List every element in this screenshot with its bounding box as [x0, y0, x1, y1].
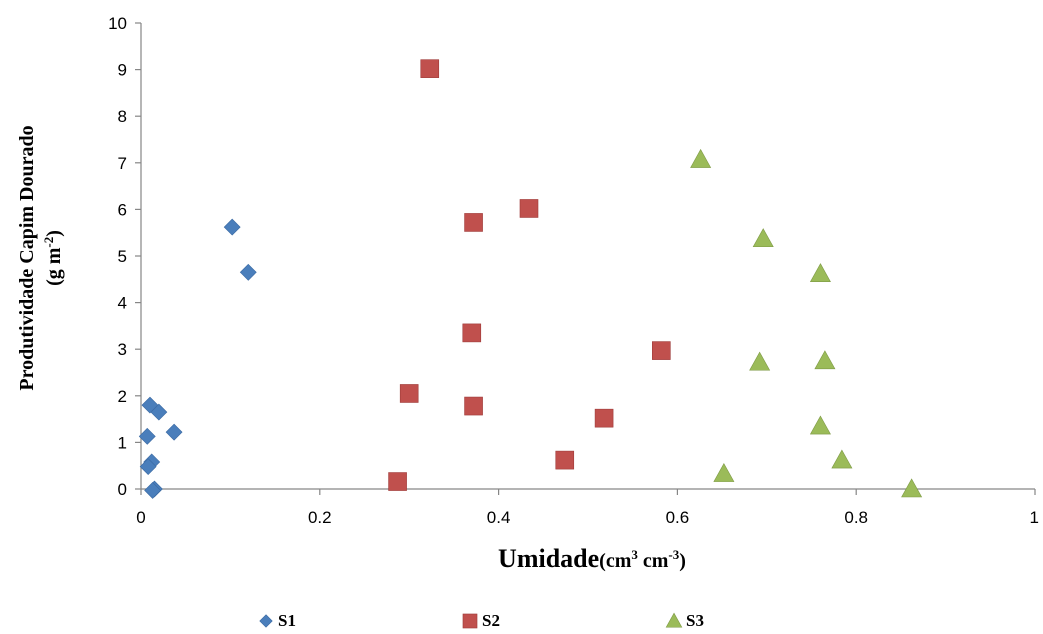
- data-point-s3: [809, 415, 831, 435]
- legend-item-s3: S3: [665, 611, 704, 630]
- legend: S1 S2 S3: [259, 611, 704, 630]
- y-tick-label: 3: [118, 340, 127, 359]
- x-tick-label: 0.2: [308, 508, 332, 527]
- y-axis-unit-prefix: (g m: [43, 247, 65, 286]
- y-tick-label: 9: [118, 61, 127, 80]
- data-point-s3: [690, 148, 712, 168]
- data-point-s2: [399, 384, 419, 403]
- data-point-s3: [814, 350, 836, 370]
- series-s2: [388, 59, 671, 491]
- y-tick-label: 5: [118, 247, 127, 266]
- x-tick-label: 0.4: [487, 508, 511, 527]
- data-point-s2: [519, 199, 539, 218]
- x-axis-unit-prefix: (cm: [599, 550, 632, 572]
- x-axis-unit-sup2: -3: [668, 547, 679, 562]
- data-point-s2: [462, 323, 482, 343]
- data-point-s1: [144, 481, 162, 499]
- y-tick-label: 2: [118, 387, 127, 406]
- data-point-s1: [150, 403, 168, 421]
- x-axis-title: Umidade(cm3 cm-3): [498, 544, 686, 573]
- data-point-s2: [388, 472, 407, 491]
- data-point-s1: [138, 427, 156, 445]
- data-point-s2: [420, 59, 440, 78]
- x-axis-title-main: Umidade: [498, 544, 599, 573]
- plot-area: 0 1 2 3 4 5 6 7 8 9 10 0 0.2 0.4 0.6 0.8 1: [108, 14, 1039, 527]
- y-tick-label: 6: [118, 200, 127, 219]
- data-point-s3: [713, 463, 735, 482]
- x-axis-unit-suffix: ): [679, 550, 686, 572]
- data-point-s2: [464, 213, 483, 232]
- y-tick-label: 0: [118, 480, 127, 499]
- x-axis-unit-mid: cm: [638, 550, 669, 572]
- x-tick-label: 0.8: [844, 508, 868, 527]
- data-point-s3: [752, 228, 774, 248]
- y-tick-label: 1: [118, 433, 127, 452]
- data-point-s2: [652, 341, 671, 360]
- data-point-s2: [464, 396, 483, 416]
- y-tick-label: 7: [118, 154, 127, 173]
- data-point-s1: [223, 218, 241, 236]
- data-point-s3: [901, 478, 923, 498]
- legend-label-s3: S3: [686, 611, 704, 630]
- legend-marker-s3: [665, 612, 683, 628]
- y-axis-unit-suffix: ): [43, 230, 65, 237]
- legend-label-s2: S2: [482, 611, 500, 630]
- data-point-s3: [749, 351, 771, 371]
- series-s3: [690, 148, 923, 498]
- x-axis-unit-sup1: 3: [631, 547, 638, 562]
- data-point-s1: [239, 263, 257, 281]
- x-tick-label: 0.6: [666, 508, 690, 527]
- data-point-s1: [165, 423, 183, 441]
- data-point-s3: [831, 449, 853, 469]
- y-axis-title: Produtividade Capim Dourado (g m-2): [16, 125, 65, 390]
- data-point-s2: [594, 408, 614, 428]
- data-point-s1: [139, 458, 157, 476]
- x-tick-label: 0: [136, 508, 145, 527]
- y-axis-title-line2: (g m-2): [41, 230, 65, 286]
- legend-item-s2: S2: [462, 611, 500, 630]
- data-point-s2: [555, 450, 575, 470]
- data-point-s3: [809, 263, 831, 283]
- legend-label-s1: S1: [278, 611, 296, 630]
- y-tick-label: 4: [118, 294, 127, 313]
- y-axis-title-line1: Produtividade Capim Dourado: [16, 125, 38, 390]
- legend-item-s1: S1: [259, 611, 296, 630]
- x-tick-label: 1: [1030, 508, 1039, 527]
- y-axis-unit-sup: -2: [41, 237, 56, 248]
- y-tick-label: 8: [118, 107, 127, 126]
- legend-marker-s2: [462, 613, 478, 629]
- y-tick-label: 10: [108, 14, 127, 33]
- series-s1: [138, 218, 257, 499]
- legend-marker-s1: [259, 614, 273, 628]
